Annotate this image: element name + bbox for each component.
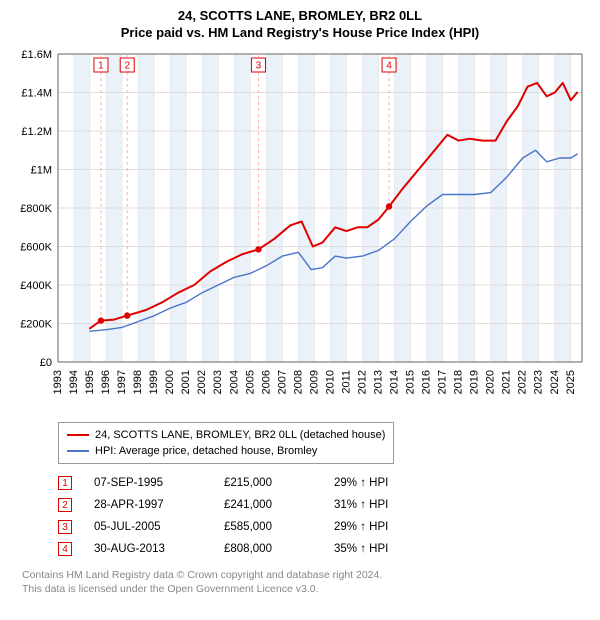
chart-area: £0 £200K £400K £600K £800K £1M £1.2M £1.4M £1.6M… [10,46,590,416]
legend-label: HPI: Average price, detached house, Brom… [95,443,317,459]
svg-text:2002: 2002 [196,370,208,394]
table-row: 3 05-JUL-2005£585,00029% ↑ HPI [58,516,590,538]
svg-text:2001: 2001 [180,370,192,394]
sale-price: £241,000 [224,494,334,516]
legend: 24, SCOTTS LANE, BROMLEY, BR2 0LL (detac… [58,422,394,464]
svg-text:1993: 1993 [52,370,64,394]
svg-text:2018: 2018 [453,370,465,394]
svg-text:2006: 2006 [260,370,272,394]
svg-text:2019: 2019 [469,370,481,394]
svg-text:1998: 1998 [132,370,144,394]
svg-text:£1.6M: £1.6M [21,49,52,61]
legend-item: HPI: Average price, detached house, Brom… [67,443,385,459]
svg-text:2008: 2008 [292,370,304,394]
svg-text:2007: 2007 [276,370,288,394]
svg-text:£800K: £800K [20,203,52,215]
svg-text:1: 1 [98,61,104,72]
svg-text:4: 4 [386,61,392,72]
sale-pct: 31% ↑ HPI [334,494,454,516]
sale-date: 07-SEP-1995 [94,472,224,494]
footer-line-1: Contains HM Land Registry data © Crown c… [22,568,590,582]
svg-text:£600K: £600K [20,242,52,254]
svg-text:3: 3 [256,61,262,72]
chart-container: 24, SCOTTS LANE, BROMLEY, BR2 0LL Price … [0,0,600,606]
svg-text:2015: 2015 [405,370,417,394]
svg-text:2010: 2010 [324,370,336,394]
sale-marker: 2 [58,498,72,512]
sale-marker: 4 [58,542,72,556]
svg-text:2003: 2003 [212,370,224,394]
svg-text:£1.4M: £1.4M [21,88,52,100]
svg-text:2013: 2013 [372,370,384,394]
svg-text:2021: 2021 [501,370,513,394]
svg-text:2022: 2022 [517,370,529,394]
legend-swatch [67,450,89,452]
legend-swatch [67,434,89,436]
svg-text:£0: £0 [40,357,52,369]
table-row: 2 28-APR-1997£241,00031% ↑ HPI [58,494,590,516]
table-row: 4 30-AUG-2013£808,00035% ↑ HPI [58,538,590,560]
sale-marker: 1 [58,476,72,490]
sale-date: 28-APR-1997 [94,494,224,516]
svg-text:1995: 1995 [84,370,96,394]
footer-attribution: Contains HM Land Registry data © Crown c… [22,568,590,596]
svg-text:£200K: £200K [20,319,52,331]
svg-text:2024: 2024 [549,370,561,394]
svg-text:1997: 1997 [116,370,128,394]
svg-text:2014: 2014 [389,370,401,394]
sale-date: 05-JUL-2005 [94,516,224,538]
svg-text:2025: 2025 [565,370,577,394]
line-chart: £0 £200K £400K £600K £800K £1M £1.2M £1.4M £1.6M… [10,46,590,416]
svg-text:2020: 2020 [485,370,497,394]
svg-text:2: 2 [124,61,130,72]
svg-text:2005: 2005 [244,370,256,394]
sale-date: 30-AUG-2013 [94,538,224,560]
svg-text:2012: 2012 [356,370,368,394]
sale-pct: 29% ↑ HPI [334,472,454,494]
sale-price: £808,000 [224,538,334,560]
sale-pct: 29% ↑ HPI [334,516,454,538]
svg-text:2011: 2011 [340,370,352,394]
svg-text:1999: 1999 [148,370,160,394]
svg-text:2009: 2009 [308,370,320,394]
page-title: 24, SCOTTS LANE, BROMLEY, BR2 0LL [10,8,590,23]
sale-price: £585,000 [224,516,334,538]
svg-text:2000: 2000 [164,370,176,394]
svg-text:2023: 2023 [533,370,545,394]
legend-item: 24, SCOTTS LANE, BROMLEY, BR2 0LL (detac… [67,427,385,443]
svg-text:£400K: £400K [20,280,52,292]
sale-price: £215,000 [224,472,334,494]
svg-text:1996: 1996 [100,370,112,394]
sale-marker: 3 [58,520,72,534]
svg-text:1994: 1994 [68,370,80,394]
svg-text:2017: 2017 [437,370,449,394]
legend-label: 24, SCOTTS LANE, BROMLEY, BR2 0LL (detac… [95,427,385,443]
svg-text:£1.2M: £1.2M [21,126,52,138]
footer-line-2: This data is licensed under the Open Gov… [22,582,590,596]
sales-table: 1 07-SEP-1995£215,00029% ↑ HPI 2 28-APR-199… [58,472,590,560]
sale-pct: 35% ↑ HPI [334,538,454,560]
svg-text:2016: 2016 [421,370,433,394]
svg-text:2004: 2004 [228,370,240,394]
table-row: 1 07-SEP-1995£215,00029% ↑ HPI [58,472,590,494]
page-subtitle: Price paid vs. HM Land Registry's House … [10,25,590,40]
svg-text:£1M: £1M [31,165,52,177]
